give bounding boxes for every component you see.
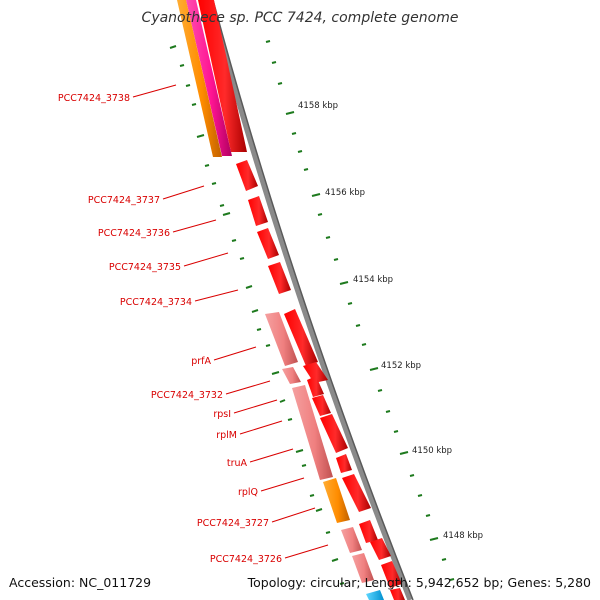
gene-label-3735: PCC7424_3735 — [109, 262, 181, 273]
gene-label-rpsI: rpsI — [213, 409, 231, 420]
scale-label-4154: 4154 kbp — [353, 275, 393, 285]
accession-text: Accession: NC_011729 — [9, 575, 152, 590]
scale-label-4158: 4158 kbp — [298, 101, 338, 111]
scale-label-4148: 4148 kbp — [443, 531, 483, 541]
gene-feature-prfA — [265, 312, 298, 366]
gene-label-3732: PCC7424_3732 — [151, 390, 223, 401]
scale-label-4150: 4150 kbp — [412, 446, 452, 456]
gene-feature-pink-long — [292, 385, 333, 480]
scale-label-4152: 4152 kbp — [381, 361, 421, 371]
gene-arrow-3736 — [248, 196, 268, 226]
gene-arrow-d — [312, 395, 331, 416]
gene-arrow-j — [381, 561, 402, 588]
gene-arrow-a — [284, 309, 318, 366]
gene-label-rplQ: rplQ — [238, 487, 258, 498]
gene-feature-pink-tail — [352, 553, 374, 583]
gene-arrow-3737 — [236, 160, 258, 191]
gene-arrow-k — [390, 588, 405, 600]
gene-label-3726: PCC7424_3726 — [210, 554, 282, 565]
gene-arrow-3735 — [257, 228, 279, 259]
gene-arrow-h — [359, 520, 378, 543]
gene-arrow-e — [320, 414, 348, 453]
gene-feature-orange — [177, 0, 222, 157]
gene-arrow-c — [307, 376, 324, 397]
gene-feature-red — [198, 0, 247, 152]
topology-text: Topology: circular; Length: 5,942,652 bp… — [247, 575, 591, 590]
scale-label-4156: 4156 kbp — [325, 188, 365, 198]
gene-label-3727: PCC7424_3727 — [197, 518, 269, 529]
gene-arrow-3734 — [268, 262, 291, 294]
gene-arrow-g — [342, 474, 371, 512]
gene-label-prfA: prfA — [191, 356, 211, 367]
gene-label-leaders — [132, 84, 329, 559]
gene-label-3737: PCC7424_3737 — [88, 195, 160, 206]
gene-arrow-b — [303, 362, 328, 383]
genome-backbone — [207, 0, 413, 600]
gene-label-3734: PCC7424_3734 — [120, 297, 192, 308]
genome-title: Cyanothece sp. PCC 7424, complete genome — [141, 10, 459, 26]
gene-label-truA: truA — [227, 458, 248, 469]
gene-label-3736: PCC7424_3736 — [98, 228, 170, 239]
gene-label-3738: PCC7424_3738 — [58, 93, 130, 104]
gene-feature-pink-small — [341, 527, 362, 553]
outer-scale-ticks — [265, 40, 455, 581]
gene-arrow-i — [370, 538, 391, 560]
gene-feature-magenta — [186, 0, 232, 156]
gene-feature-orange-3727 — [323, 478, 350, 523]
gene-arrow-f — [336, 454, 352, 473]
genome-backbone-shade — [212, 0, 414, 600]
gene-label-rplM: rplM — [216, 430, 237, 441]
inner-scale-ticks — [169, 45, 345, 585]
gene-feature-cyan — [366, 590, 384, 600]
gene-feature-rpsI — [282, 367, 301, 384]
